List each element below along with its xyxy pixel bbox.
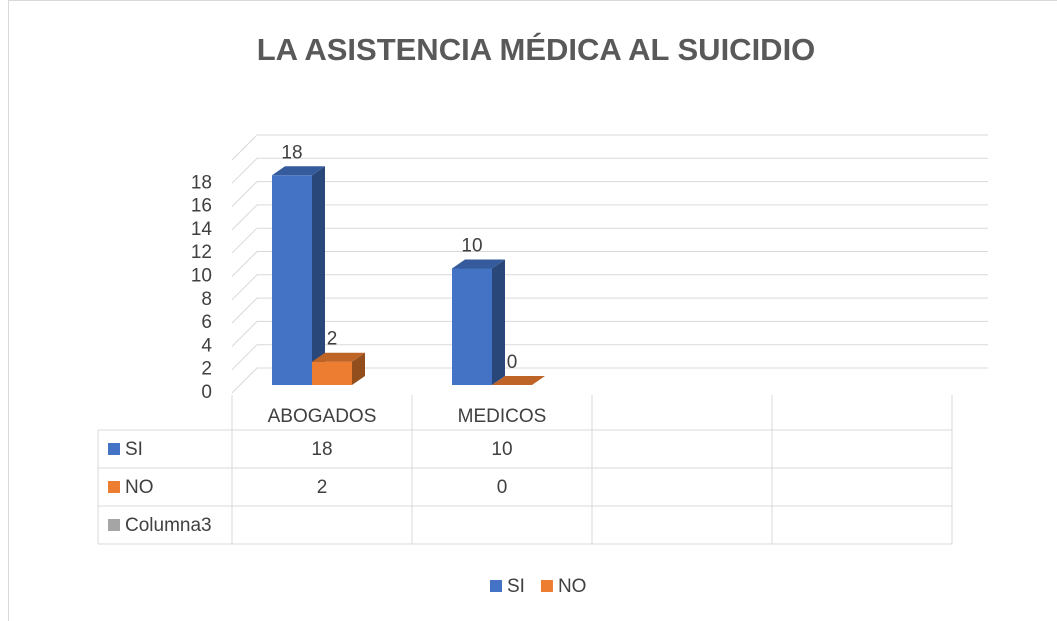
- grid-line: [231, 320, 988, 347]
- bar-side: [352, 352, 365, 385]
- grid-line: [231, 251, 988, 277]
- y-tick-label: 16: [191, 196, 212, 217]
- legend-label: NO: [558, 576, 587, 597]
- data-label: 2: [327, 329, 338, 350]
- y-tick-label: 12: [191, 242, 212, 263]
- table-series-name: NO: [125, 477, 154, 498]
- data-label: 10: [461, 236, 482, 257]
- y-tick-label: 4: [201, 335, 212, 356]
- x-tick-label: ABOGADOS: [268, 406, 377, 427]
- bar-side: [492, 259, 505, 385]
- y-tick-label: 10: [191, 266, 212, 287]
- grid-line: [231, 274, 988, 301]
- grid-line: [231, 181, 988, 207]
- x-tick-label: MEDICOS: [458, 406, 547, 427]
- grid-line: [231, 204, 988, 231]
- y-tick-label: 0: [201, 382, 212, 403]
- data-label: 18: [281, 142, 302, 163]
- bar: [272, 175, 312, 385]
- legend-label: SI: [507, 576, 525, 597]
- legend-key: [540, 580, 553, 592]
- y-tick-label: 18: [191, 172, 212, 193]
- table-value: 18: [311, 439, 332, 460]
- table-series-name: SI: [125, 439, 143, 460]
- table-value: 2: [317, 477, 328, 498]
- bar: [452, 268, 492, 385]
- y-tick-label: 6: [201, 312, 212, 333]
- grid-line: [231, 157, 988, 184]
- y-tick-label: 8: [201, 289, 212, 310]
- table-legend-key: [108, 519, 120, 531]
- bar-top: [272, 166, 325, 176]
- bar-top: [312, 352, 365, 362]
- bar: [312, 361, 352, 385]
- grid-line: [231, 344, 988, 371]
- y-tick-label: 14: [191, 219, 213, 240]
- chart-title: LA ASISTENCIA MÉDICA AL SUICIDIO: [257, 32, 816, 67]
- grid-line: [231, 297, 988, 324]
- bar-top: [452, 259, 505, 269]
- grid-line: [231, 227, 988, 254]
- bar-top: [492, 376, 545, 385]
- data-label: 0: [507, 352, 518, 373]
- y-tick-label: 2: [201, 359, 212, 380]
- table-legend-key: [108, 443, 120, 455]
- grid-line: [231, 367, 988, 394]
- table-value: 10: [491, 439, 512, 460]
- legend-key: [490, 580, 502, 592]
- table-legend-key: [108, 481, 120, 493]
- table-series-name: Columna3: [125, 515, 212, 536]
- table-value: 0: [497, 477, 508, 498]
- grid-line: [231, 134, 988, 161]
- chart-border: [8, 0, 1057, 621]
- bar-side: [312, 166, 325, 385]
